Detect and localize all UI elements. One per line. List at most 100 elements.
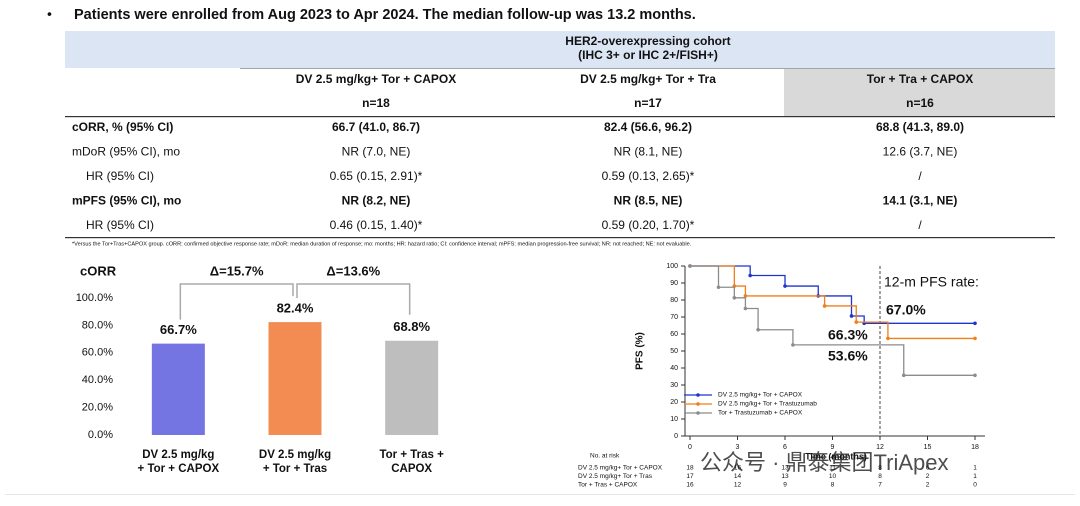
x-tick-label: 12 (876, 444, 884, 451)
risk-value: 13 (781, 473, 789, 480)
reference-column-band (784, 69, 1055, 116)
x-tick-label: 18 (971, 444, 979, 451)
data-point (743, 294, 748, 298)
annotation: 12-m PFS rate: (884, 274, 979, 290)
y-tick-label: 100.0% (76, 292, 114, 304)
bullet-text: Patients were enrolled from Aug 2023 to … (74, 7, 696, 23)
x-tick-label: 6 (783, 444, 787, 451)
risk-value: 0 (973, 482, 977, 489)
x-tick-label: DV 2.5 mg/kg (142, 449, 214, 461)
risk-value: 7 (878, 482, 882, 489)
data-point (849, 314, 854, 318)
y-tick-label: 10 (670, 416, 678, 423)
legend-marker (696, 402, 700, 406)
delta-bracket (296, 283, 411, 315)
risk-value: 11 (829, 465, 836, 472)
bottom-rule (5, 494, 1075, 495)
table-cell: 14.1 (3.1, NE) (883, 193, 958, 207)
y-tick-label: 90 (670, 280, 678, 287)
y-tick-label: 0.0% (88, 429, 113, 441)
column-header: Tor + Tra + CAPOX (867, 72, 973, 86)
risk-value: 17 (686, 473, 694, 480)
column-n: n=18 (362, 96, 390, 110)
data-point (854, 320, 859, 324)
risk-value: 10 (829, 473, 837, 480)
table-cell: 0.46 (0.15, 1.40)* (330, 218, 423, 232)
data-point (748, 273, 752, 278)
table-cell: 0.59 (0.20, 1.70)* (602, 218, 695, 232)
table-cell: 12.6 (3.7, NE) (883, 145, 958, 159)
table-cell: NR (8.5, NE) (614, 193, 683, 207)
risk-row-name: DV 2.5 mg/kg+ Tor + Tras (578, 473, 653, 480)
y-tick-label: 80.0% (82, 319, 113, 331)
table-cell: NR (8.1, NE) (614, 145, 683, 159)
x-axis-label: Time (months) (805, 451, 867, 461)
column-header: DV 2.5 mg/kg+ Tor + CAPOX (296, 72, 457, 86)
x-tick-label: + Tor + CAPOX (138, 463, 220, 475)
risk-value: 14 (734, 473, 742, 480)
x-tick-label: + Tor + Tras (263, 463, 327, 475)
column-n: n=17 (634, 96, 662, 110)
row-label: mDoR (95% CI), mo (72, 145, 180, 159)
row-label: HR (95% CI) (86, 169, 154, 183)
legend-label: DV 2.5 mg/kg+ Tor + CAPOX (718, 392, 803, 399)
data-point (822, 304, 827, 308)
x-tick-label: 3 (736, 444, 740, 451)
annotation: 67.0% (886, 302, 926, 318)
y-tick-label: 100 (666, 263, 678, 270)
y-tick-label: 40 (670, 365, 678, 372)
bar (151, 343, 205, 435)
table-cell: 66.7 (41.0, 86.7) (332, 120, 420, 134)
risk-value: 6 (926, 465, 930, 472)
data-point (743, 306, 748, 311)
delta-bracket (179, 283, 294, 320)
group-header: HER2-overexpressing cohort (565, 34, 730, 48)
risk-value: 8 (878, 473, 882, 480)
x-tick-label: 15 (924, 444, 932, 451)
risk-value: 2 (926, 473, 930, 480)
data-point (791, 343, 795, 347)
risk-value: 16 (686, 482, 694, 489)
bar (268, 322, 322, 435)
x-tick-label: 9 (831, 444, 835, 451)
data-point (732, 295, 737, 300)
table-cell: 0.65 (0.15, 2.91)* (330, 169, 423, 183)
step-line (690, 265, 975, 340)
x-tick-label: CAPOX (391, 463, 432, 475)
y-tick-label: 60.0% (82, 347, 113, 359)
legend-marker (696, 411, 700, 415)
data-point (886, 336, 890, 341)
y-tick-label: 70 (670, 314, 678, 321)
risk-value: 2 (926, 482, 930, 489)
data-point (716, 285, 721, 290)
bar (385, 340, 439, 435)
value-label: 82.4% (277, 301, 314, 316)
x-tick-label: 0 (688, 444, 692, 451)
risk-row-name: Tor + Tras + CAPOX (578, 482, 638, 489)
data-point (756, 327, 760, 332)
risk-value: 18 (686, 465, 694, 472)
y-tick-label: 80 (670, 297, 678, 304)
data-point (783, 284, 787, 288)
step-line (690, 265, 975, 376)
risk-value: 13 (781, 465, 789, 472)
x-tick-label: DV 2.5 mg/kg (259, 449, 331, 461)
y-tick-label: 20.0% (82, 402, 113, 414)
group-header: (IHC 3+ or IHC 2+/FISH+) (578, 48, 718, 62)
data-point (688, 264, 692, 268)
risk-value: 16 (734, 465, 742, 472)
divider (65, 116, 1055, 118)
delta-label: Δ=13.6% (326, 263, 380, 278)
column-header: DV 2.5 mg/kg+ Tor + Tra (580, 72, 716, 86)
value-label: 66.7% (160, 322, 197, 337)
table-cell: 0.59 (0.13, 2.65)* (602, 169, 695, 183)
y-tick-label: 0 (674, 433, 678, 440)
annotation: 66.3% (828, 327, 868, 343)
y-axis-label: cORR (80, 263, 117, 278)
value-label: 68.8% (393, 319, 430, 334)
divider (240, 68, 1055, 69)
footnote: *Versus the Tor+Tras+CAPOX group. cORR: … (72, 241, 692, 247)
y-tick-label: 60 (670, 331, 678, 338)
legend-marker (696, 393, 700, 397)
